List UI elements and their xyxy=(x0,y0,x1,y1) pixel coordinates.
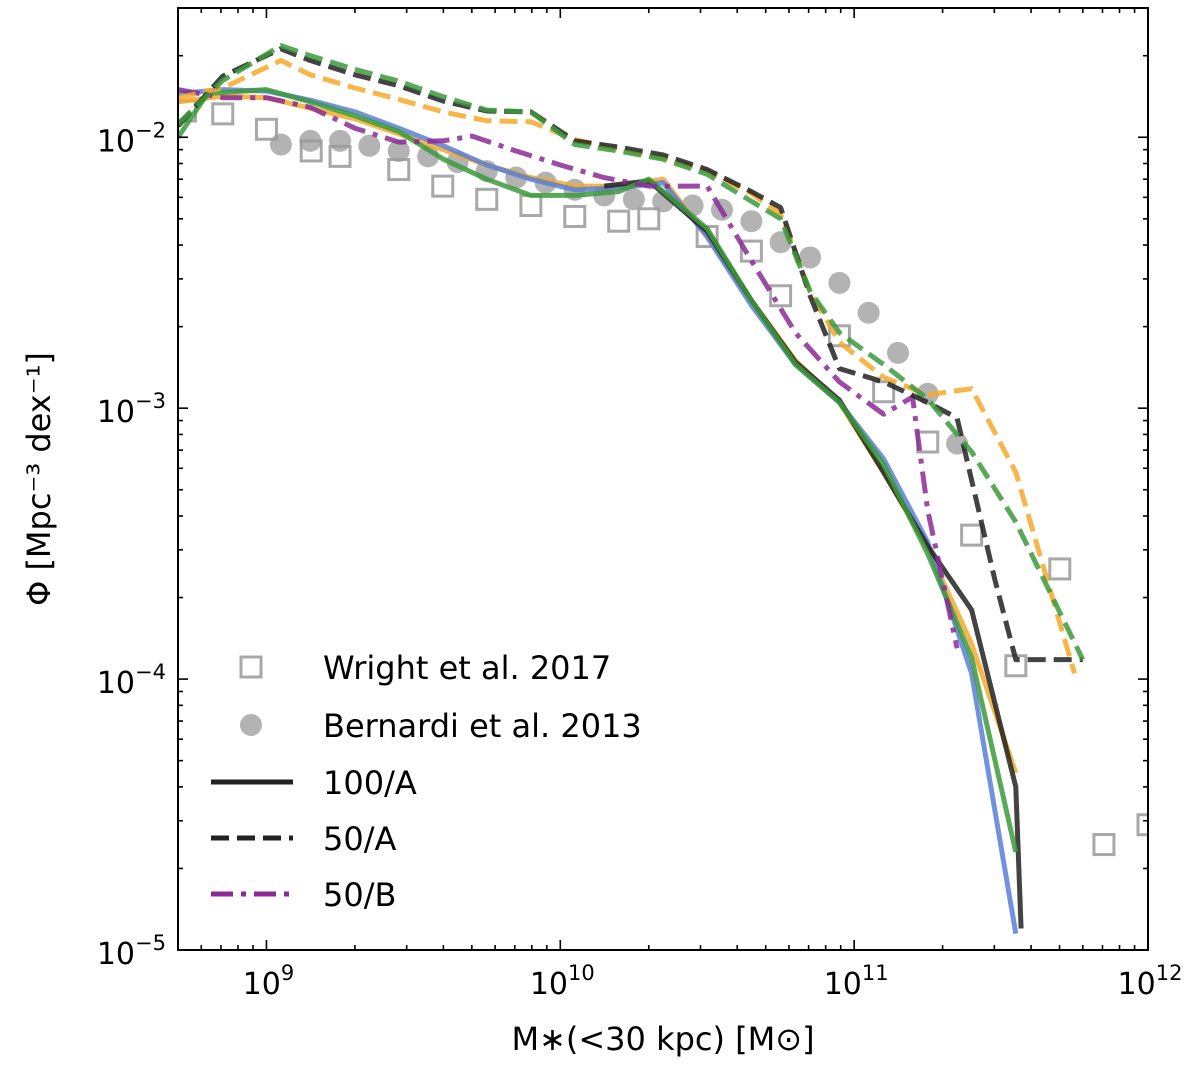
series-line-green-dashed xyxy=(178,43,1086,661)
x-axis-label: M∗(<30 kpc) [M⊙] xyxy=(511,1020,814,1058)
legend-entry: Wright et al. 2017 xyxy=(239,649,611,687)
legend-label: 50/A xyxy=(323,820,397,858)
series-layer xyxy=(178,43,1148,935)
tick-base: 10 xyxy=(824,967,862,1002)
bernardi-point xyxy=(329,129,352,152)
legend-entry: 50/B xyxy=(211,876,396,914)
tick-exponent: 11 xyxy=(862,961,889,985)
wright-point xyxy=(254,117,278,141)
tick-exponent: −2 xyxy=(135,118,166,142)
bernardi-point xyxy=(622,188,645,211)
tick-base: 10 xyxy=(97,395,135,430)
wright-point xyxy=(475,187,499,211)
bernardi-point xyxy=(799,246,822,269)
wright-point xyxy=(960,523,984,547)
tick-exponent: 12 xyxy=(1156,961,1183,985)
tick-exponent: −4 xyxy=(135,660,166,684)
tick-base: 10 xyxy=(97,937,135,972)
y-tick-label: 10−2 xyxy=(97,118,166,159)
bernardi-point xyxy=(857,301,880,324)
legend-label: 50/B xyxy=(323,876,396,914)
bernardi-point xyxy=(387,139,410,162)
tick-base: 10 xyxy=(1118,967,1156,1002)
wright-point xyxy=(607,209,631,233)
y-tick-label: 10−5 xyxy=(97,931,166,972)
plot-frame xyxy=(177,7,1149,951)
bernardi-point xyxy=(828,271,851,294)
legend-entry: 50/A xyxy=(211,820,397,858)
tick-exponent: −3 xyxy=(135,389,166,413)
wright-point xyxy=(769,284,793,308)
wright-point xyxy=(563,204,587,228)
legend-entry: 100/A xyxy=(211,764,417,802)
x-tick-label: 1011 xyxy=(824,961,889,1002)
series-line-green-solid xyxy=(178,87,1019,853)
legend-label: Wright et al. 2017 xyxy=(323,649,611,687)
wright-point xyxy=(431,174,455,198)
wright-point xyxy=(637,207,661,231)
plot-background xyxy=(178,8,1148,950)
legend-circle-marker xyxy=(240,714,262,736)
legend: Wright et al. 2017 Bernardi et al. 2013 10… xyxy=(211,649,642,914)
legend-label: 100/A xyxy=(323,764,417,802)
tick-exponent: 10 xyxy=(568,961,595,985)
bernardi-point xyxy=(887,341,909,364)
x-tick-label: 1012 xyxy=(1118,961,1183,1002)
y-axis-label: Φ [Mpc⁻³ dex⁻¹] xyxy=(20,352,58,606)
wright-point xyxy=(1048,557,1072,581)
bernardi-point xyxy=(299,129,322,152)
y-tick-label: 10−4 xyxy=(97,660,166,701)
bernardi-point xyxy=(358,134,381,157)
series-line-50-b xyxy=(178,87,960,649)
wright-point xyxy=(872,380,896,404)
legend-label: Bernardi et al. 2013 xyxy=(323,707,642,745)
y-tick-label: 10−3 xyxy=(97,389,166,430)
tick-exponent: 9 xyxy=(281,961,294,985)
x-tick-label: 109 xyxy=(243,961,295,1002)
bernardi-point xyxy=(269,133,292,156)
tick-base: 10 xyxy=(97,666,135,701)
wright-point xyxy=(1092,833,1116,857)
wright-point xyxy=(1136,813,1148,837)
wright-point xyxy=(827,324,851,348)
legend-square-marker xyxy=(239,655,263,679)
tick-exponent: −5 xyxy=(135,931,166,955)
bernardi-point xyxy=(740,210,763,233)
x-tick-label: 1010 xyxy=(530,961,595,1002)
legend-entry: Bernardi et al. 2013 xyxy=(240,707,642,745)
tick-base: 10 xyxy=(243,967,281,1002)
wright-point xyxy=(211,102,235,126)
tick-base: 10 xyxy=(530,967,568,1002)
tick-base: 10 xyxy=(97,124,135,159)
